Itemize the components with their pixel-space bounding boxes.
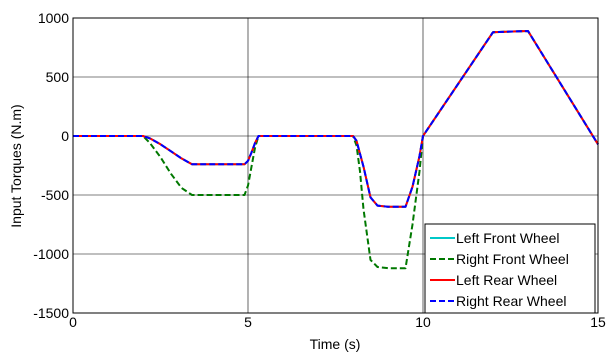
legend-label: Right Front Wheel [456, 251, 569, 267]
y-tick-label: -1000 [33, 246, 69, 262]
x-tick-label: 15 [590, 314, 606, 330]
y-tick-label: 0 [61, 128, 69, 144]
legend-label: Left Rear Wheel [456, 272, 557, 288]
series-line-4 [73, 30, 599, 208]
y-tick-label: -500 [41, 187, 69, 203]
y-tick-label: -1500 [33, 305, 69, 321]
x-tick-label: 10 [415, 314, 431, 330]
legend-label: Left Front Wheel [456, 230, 560, 246]
ticks: 0 5 10 15 -1500 -1000 -500 0 500 1000 [33, 10, 606, 330]
legend: Left Front Wheel Right Front Wheel Left Re… [424, 223, 596, 314]
x-tick-label: 5 [244, 314, 252, 330]
legend-label: Right Rear Wheel [456, 293, 567, 309]
x-tick-label: 0 [69, 314, 77, 330]
series-group [73, 30, 599, 270]
y-tick-label: 500 [46, 69, 70, 85]
series-line-2 [73, 30, 599, 270]
y-axis-label: Input Torques (N.m) [8, 104, 24, 227]
y-tick-label: 1000 [38, 10, 69, 26]
plot-frame [72, 17, 599, 314]
x-axis-label: Time (s) [310, 336, 361, 352]
